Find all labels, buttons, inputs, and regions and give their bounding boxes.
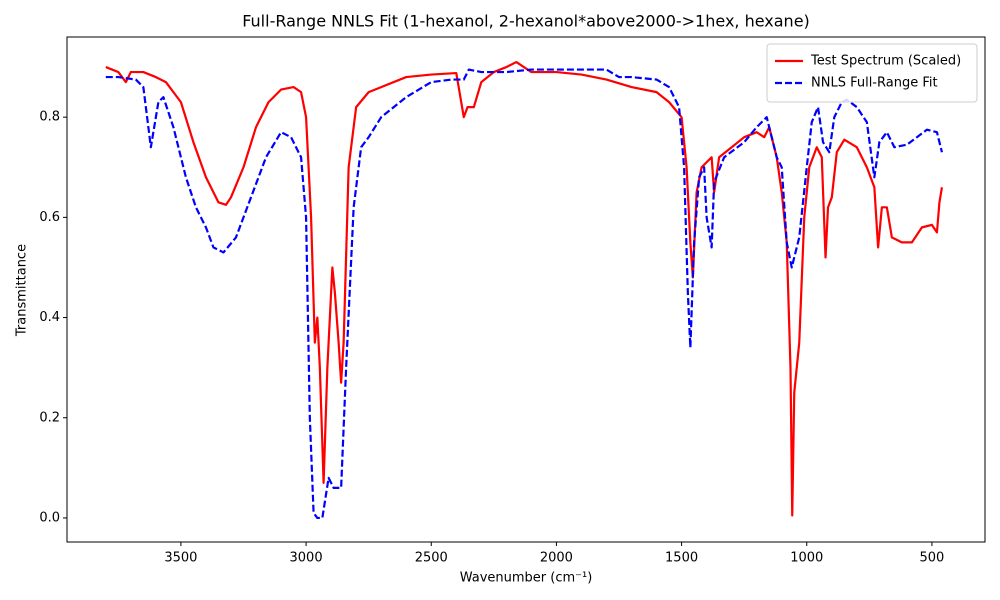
series-line xyxy=(105,60,944,517)
x-tick-label: 3000 xyxy=(290,551,323,566)
x-tick-label: 2500 xyxy=(415,551,448,566)
x-tick-label: 3500 xyxy=(164,551,197,566)
y-axis-label: Transmittance xyxy=(15,244,30,337)
legend-label: NNLS Full-Range Fit xyxy=(811,76,938,91)
y-tick-label: 0.6 xyxy=(39,210,60,225)
x-tick-label: 2000 xyxy=(540,551,573,566)
y-tick-label: 0.8 xyxy=(39,110,60,125)
y-tick-label: 0.0 xyxy=(39,510,60,525)
plot-frame xyxy=(66,36,986,543)
legend-label: Test Spectrum (Scaled) xyxy=(810,54,961,69)
x-tick-label: 500 xyxy=(920,551,945,566)
x-tick-label: 1500 xyxy=(665,551,698,566)
legend-box xyxy=(766,43,978,103)
y-tick-label: 0.2 xyxy=(39,410,60,425)
series-line xyxy=(105,68,944,520)
x-tick-label: 1000 xyxy=(790,551,823,566)
chart-title: Full-Range NNLS Fit (1-hexanol, 2-hexano… xyxy=(242,12,810,31)
x-axis-label: Wavenumber (cm⁻¹) xyxy=(460,571,593,586)
y-tick-label: 0.4 xyxy=(39,310,60,325)
